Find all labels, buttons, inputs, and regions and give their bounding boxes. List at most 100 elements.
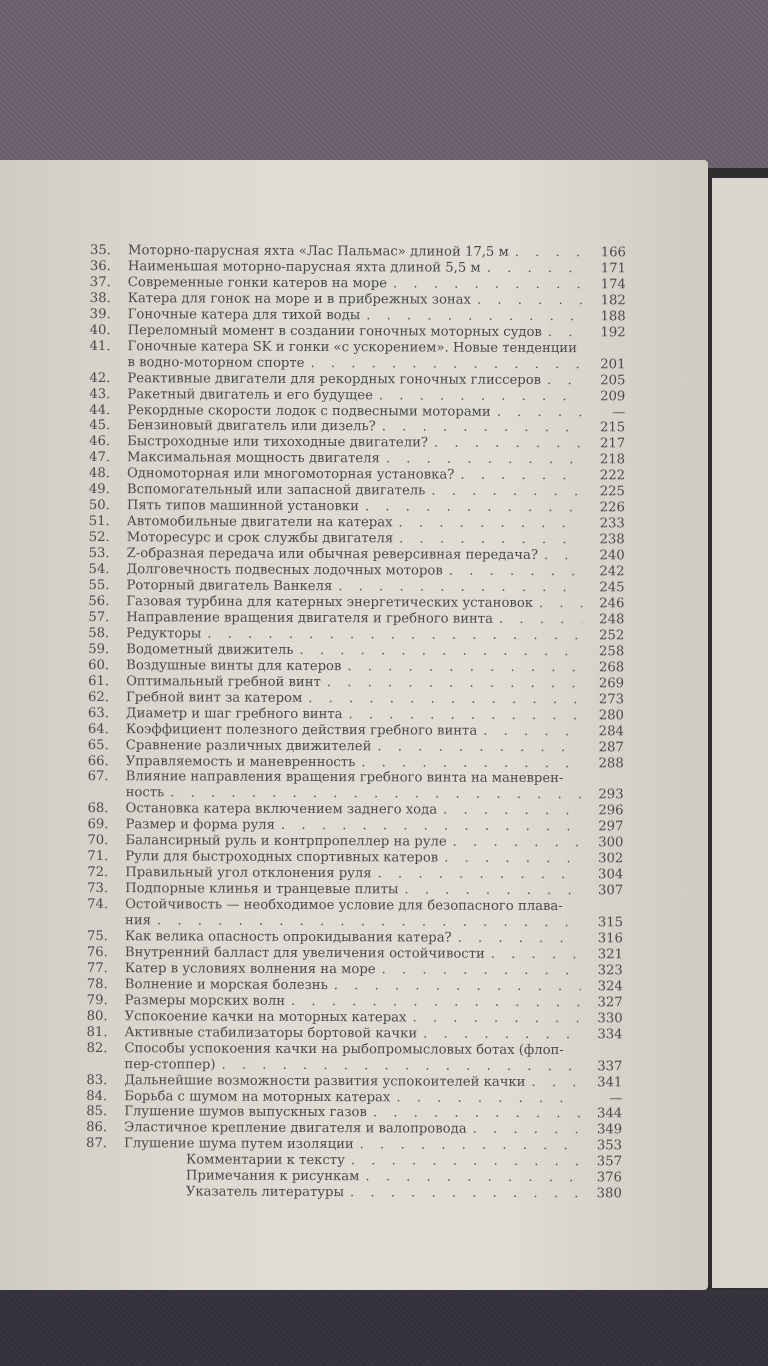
entry-page: 337 bbox=[597, 1058, 623, 1074]
entry-title: Диаметр и шаг гребного винта bbox=[125, 705, 343, 722]
entry-title: Наименьшая моторно-парусная яхта длиной … bbox=[127, 259, 481, 276]
entry-title: Пять типов машинной установки bbox=[126, 498, 359, 515]
leader-dots bbox=[382, 962, 581, 979]
leader-dots bbox=[453, 835, 582, 852]
entry-number: 64. bbox=[87, 721, 109, 737]
leader-dots bbox=[399, 516, 583, 533]
entry-title: Одномоторная или многомоторная установка… bbox=[126, 466, 455, 483]
entry-page: 222 bbox=[599, 468, 626, 484]
entry-title: Эластичное крепление двигателя и валопро… bbox=[124, 1120, 467, 1138]
leader-dots bbox=[544, 548, 583, 564]
leader-dots bbox=[396, 1090, 580, 1107]
entry-number: 83. bbox=[86, 1072, 108, 1088]
entry-number: 74. bbox=[87, 897, 109, 913]
leader-dots bbox=[487, 261, 584, 277]
entry-title: Остойчивость — необходимое условие для б… bbox=[125, 897, 563, 915]
entry-title: Рекордные скорости лодок с подвесными мо… bbox=[127, 402, 491, 420]
appendix-title: Комментарии к тексту bbox=[185, 1152, 345, 1169]
leader-dots bbox=[366, 308, 584, 325]
entry-number: 82. bbox=[86, 1040, 108, 1056]
entry-number: 49. bbox=[88, 482, 110, 498]
entry-page: 174 bbox=[600, 277, 626, 293]
leader-dots bbox=[539, 596, 582, 612]
entry-number: 53. bbox=[88, 546, 110, 562]
leader-dots bbox=[327, 675, 582, 692]
entry-title: Правильный угол отклонения руля bbox=[125, 865, 372, 882]
entry-number: 67. bbox=[87, 769, 109, 785]
entry-page: 166 bbox=[600, 245, 626, 261]
entry-title: Переломный момент в создании гоночных мо… bbox=[127, 322, 542, 340]
table-surface bbox=[0, 1290, 768, 1366]
leader-dots bbox=[444, 851, 581, 868]
leader-dots bbox=[423, 1026, 580, 1043]
leader-dots bbox=[382, 420, 584, 437]
entry-title: Быстроходные или тихоходные двигатели? bbox=[127, 434, 429, 451]
leader-dots bbox=[351, 1153, 580, 1170]
entry-title: Современные гонки катеров на море bbox=[127, 275, 388, 292]
entry-title: Z-образная передача или обычная реверсив… bbox=[126, 546, 538, 564]
leader-dots bbox=[379, 388, 583, 405]
leader-dots bbox=[449, 564, 583, 581]
entry-number: 55. bbox=[88, 578, 110, 594]
entry-page: 300 bbox=[598, 835, 624, 851]
entry-page: 324 bbox=[597, 979, 623, 995]
entry-number: 79. bbox=[86, 992, 108, 1008]
leader-dots bbox=[281, 818, 582, 835]
leader-dots bbox=[377, 739, 581, 756]
entry-number: 81. bbox=[86, 1024, 108, 1040]
leader-dots bbox=[207, 626, 582, 644]
leader-dots bbox=[386, 452, 583, 469]
leader-dots bbox=[547, 373, 583, 389]
entry-number: 85. bbox=[86, 1104, 108, 1120]
entry-title-continuation: в водно-моторном спорте bbox=[127, 354, 305, 371]
entry-title: Влияние направления вращения гребного ви… bbox=[125, 769, 564, 787]
leader-dots bbox=[431, 484, 583, 501]
entry-page: 171 bbox=[600, 261, 626, 277]
leader-dots bbox=[373, 1106, 580, 1123]
entry-page: — bbox=[612, 404, 626, 420]
appendix-page: 380 bbox=[596, 1186, 622, 1202]
entry-page: — bbox=[609, 1090, 623, 1106]
leader-dots bbox=[378, 866, 582, 883]
leader-dots bbox=[360, 1138, 580, 1155]
leader-dots bbox=[361, 755, 582, 772]
entry-title: Сравнение различных движителей bbox=[125, 737, 372, 754]
entry-title-continuation: ность bbox=[125, 785, 165, 801]
book-page bbox=[0, 160, 708, 1290]
entry-page: 288 bbox=[598, 755, 624, 771]
entry-number: 86. bbox=[86, 1120, 108, 1136]
entry-title: Подпорные клинья и транцевые плиты bbox=[125, 881, 399, 898]
entry-page: 302 bbox=[598, 851, 624, 867]
entry-number: 45. bbox=[89, 418, 111, 434]
entry-page: 297 bbox=[598, 819, 624, 835]
entry-page: 238 bbox=[599, 532, 625, 548]
leader-dots bbox=[334, 978, 581, 995]
leader-dots bbox=[338, 579, 582, 596]
leader-dots bbox=[473, 1122, 581, 1138]
entry-title: Катера для гонок на море и в прибрежных … bbox=[127, 291, 472, 308]
entry-number: 41. bbox=[89, 338, 111, 354]
entry-number: 60. bbox=[88, 657, 110, 673]
leader-dots bbox=[460, 468, 583, 484]
leader-dots bbox=[299, 643, 582, 660]
entry-page: 217 bbox=[599, 436, 626, 452]
entry-title-continuation: ния bbox=[125, 913, 151, 929]
entry-title: Остановка катера включением заднего хода bbox=[125, 801, 438, 818]
entry-page: 284 bbox=[598, 723, 624, 739]
adjacent-page-edge bbox=[712, 178, 768, 1288]
entry-title: Автомобильные двигатели на катерах bbox=[126, 514, 393, 531]
entry-title: Размер и форма руля bbox=[125, 817, 276, 834]
entry-page: 233 bbox=[599, 516, 625, 532]
entry-title: Успокоение качки на моторных катерах bbox=[124, 1008, 407, 1026]
leader-dots bbox=[434, 436, 583, 453]
entry-number: 80. bbox=[86, 1008, 108, 1024]
entry-number: 76. bbox=[86, 944, 108, 961]
entry-page: 349 bbox=[596, 1122, 623, 1138]
entry-title: Активные стабилизаторы бортовой качки bbox=[124, 1024, 418, 1042]
entry-page: 205 bbox=[600, 372, 626, 388]
entry-number: 87. bbox=[86, 1136, 108, 1152]
entry-number: 52. bbox=[88, 530, 110, 546]
entry-title: Максимальная мощность двигателя bbox=[127, 450, 380, 467]
entry-title: Катер в условиях волнения на море bbox=[124, 961, 376, 978]
entry-number: 51. bbox=[88, 514, 110, 530]
